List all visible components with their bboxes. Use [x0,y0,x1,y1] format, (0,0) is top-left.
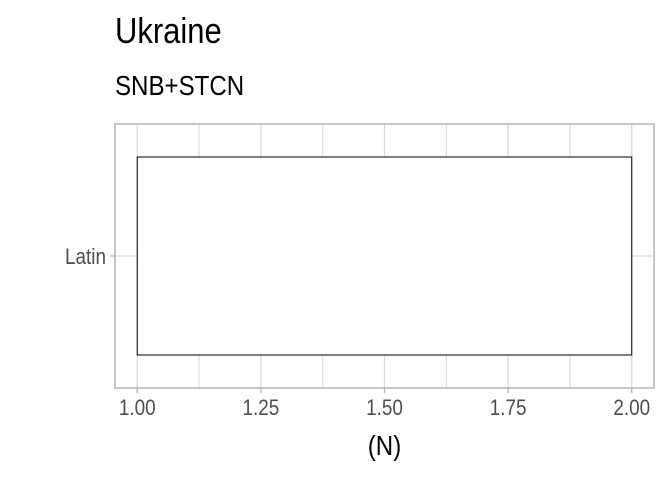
y-tick-label: Latin [65,245,106,270]
x-tick-label: 1.25 [242,396,279,421]
x-tick-label: 1.00 [119,396,156,421]
chart-subtitle: SNB+STCN [115,70,245,101]
chart-title: Ukraine [115,10,222,51]
x-tick-label: 2.00 [613,396,650,421]
x-axis-title: (N) [368,429,401,461]
x-tick-label: 1.75 [490,396,527,421]
x-tick-label: 1.50 [366,396,403,421]
bar [136,156,633,356]
